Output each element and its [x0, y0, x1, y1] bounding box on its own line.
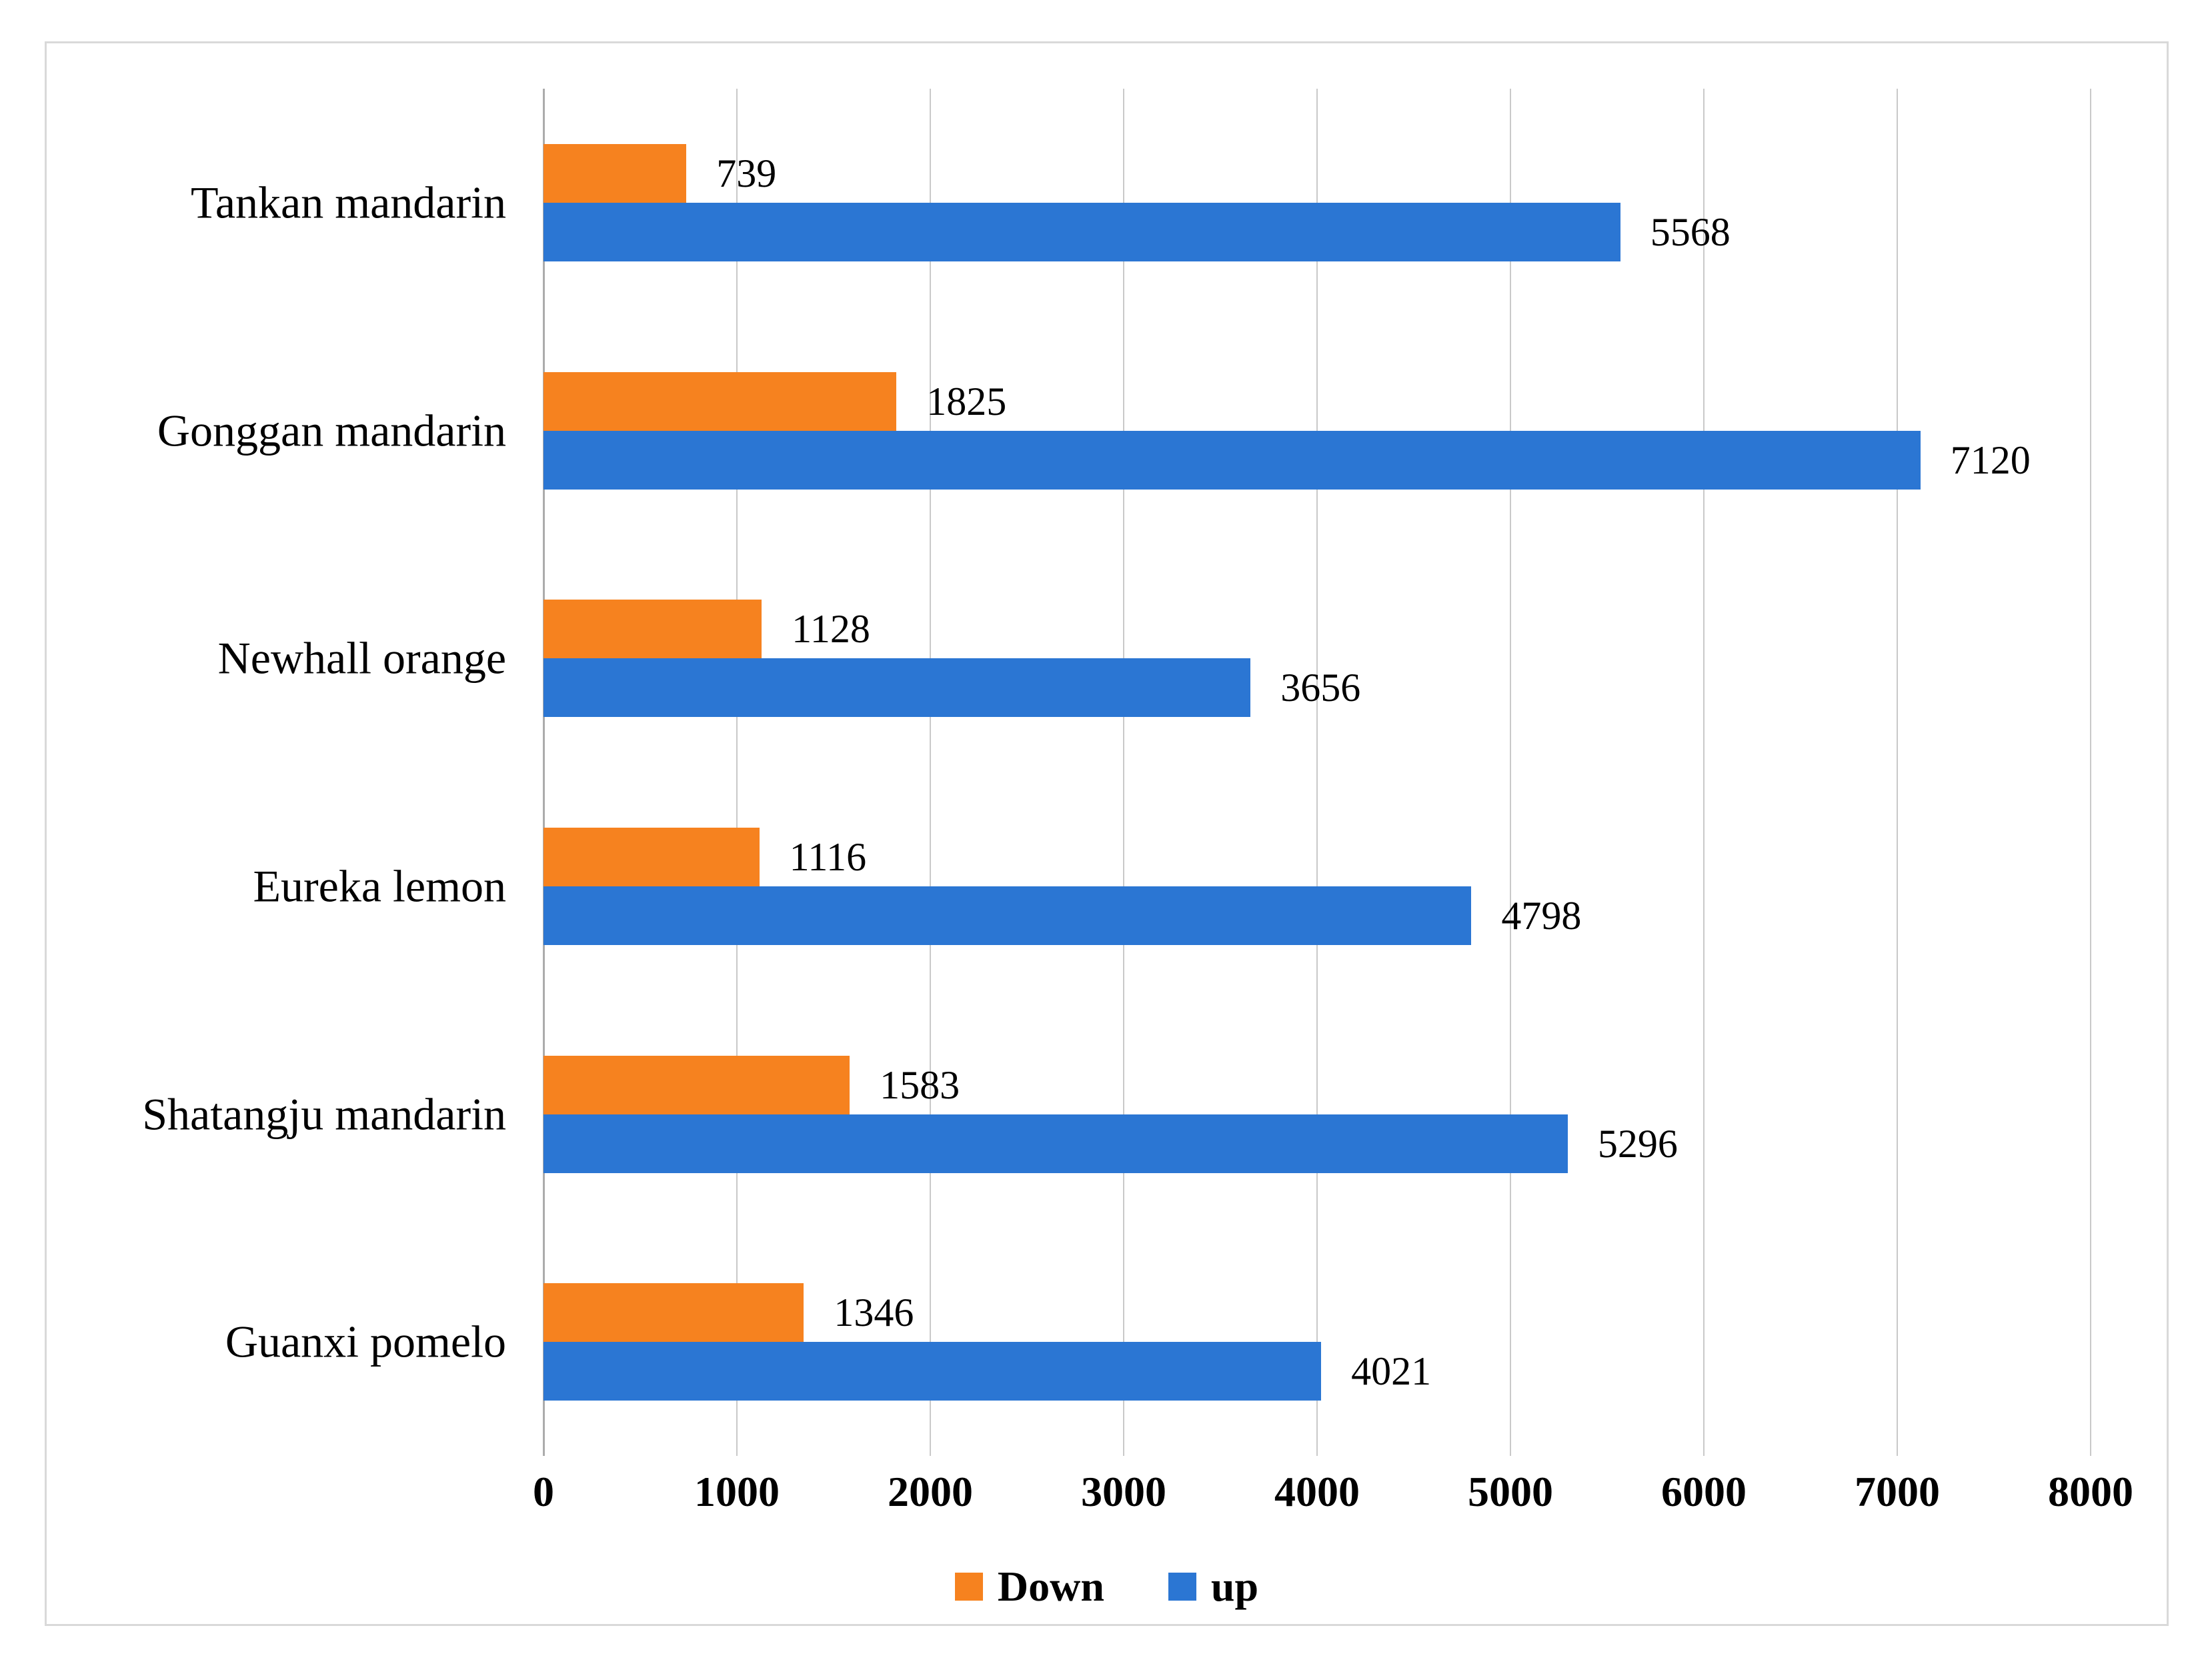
down-bar-value-label: 1825	[926, 379, 1007, 424]
up-bar	[543, 1114, 1568, 1173]
gridline	[930, 89, 931, 1456]
y-axis-line	[542, 89, 545, 1456]
legend-item: Down	[954, 1563, 1104, 1610]
down-bar-value-label: 1583	[880, 1062, 960, 1107]
down-bar	[543, 143, 687, 203]
bar-chart-frame: 739 5568 1825 7120 1128 3656 1116 4798 1583 5296 1…	[45, 41, 2169, 1626]
down-bar-value-label: 739	[716, 151, 777, 195]
gridline	[1897, 89, 1898, 1456]
down-bar	[543, 1283, 804, 1343]
x-tick-label: 7000	[1855, 1468, 1940, 1515]
x-tick-label: 2000	[888, 1468, 973, 1515]
x-tick-label: 8000	[2048, 1468, 2133, 1515]
category-label: Eureka lemon	[253, 860, 506, 912]
down-bar-value-label: 1346	[834, 1291, 914, 1335]
down-bar	[543, 827, 760, 886]
up-bar	[543, 430, 1921, 490]
up-bar-value-label: 4798	[1501, 893, 1582, 938]
category-label: Guanxi pomelo	[225, 1316, 506, 1367]
up-bar-value-label: 5568	[1650, 209, 1731, 254]
x-tick-label: 4000	[1274, 1468, 1360, 1515]
up-bar	[543, 1342, 1322, 1401]
legend: Down up	[47, 1565, 2167, 1608]
legend-label-up: up	[1210, 1563, 1259, 1610]
x-tick-label: 5000	[1468, 1468, 1553, 1515]
plot-area: 739 5568 1825 7120 1128 3656 1116 4798 1583 5296 1…	[542, 89, 2091, 1456]
down-bar	[543, 371, 897, 431]
category-label: Tankan mandarin	[191, 177, 506, 228]
gridline	[736, 89, 738, 1456]
legend-swatch-down	[954, 1573, 983, 1601]
gridline	[1316, 89, 1318, 1456]
down-bar	[543, 1055, 850, 1114]
up-bar-value-label: 7120	[1950, 438, 2031, 482]
down-bar-value-label: 1116	[789, 834, 867, 879]
up-bar-value-label: 3656	[1280, 666, 1361, 710]
up-bar-value-label: 4021	[1351, 1349, 1432, 1394]
down-bar-value-label: 1128	[792, 607, 870, 652]
x-tick-label: 1000	[694, 1468, 780, 1515]
x-tick-label: 6000	[1661, 1468, 1747, 1515]
legend-swatch-up	[1168, 1573, 1196, 1601]
down-bar	[543, 600, 762, 659]
legend-label-down: Down	[997, 1563, 1104, 1610]
up-bar	[543, 202, 1620, 261]
x-tick-label: 0	[533, 1468, 554, 1515]
gridline	[1703, 89, 1705, 1456]
up-bar	[543, 658, 1251, 718]
gridline	[1510, 89, 1511, 1456]
gridline	[1123, 89, 1124, 1456]
category-label: Newhall orange	[217, 632, 506, 684]
up-bar	[543, 886, 1472, 945]
x-tick-label: 3000	[1081, 1468, 1166, 1515]
gridline	[2090, 89, 2091, 1456]
legend-item: up	[1168, 1565, 1258, 1608]
up-bar-value-label: 5296	[1597, 1121, 1678, 1166]
category-label: Gonggan mandarin	[157, 405, 506, 456]
category-label: Shatangju mandarin	[142, 1088, 506, 1140]
